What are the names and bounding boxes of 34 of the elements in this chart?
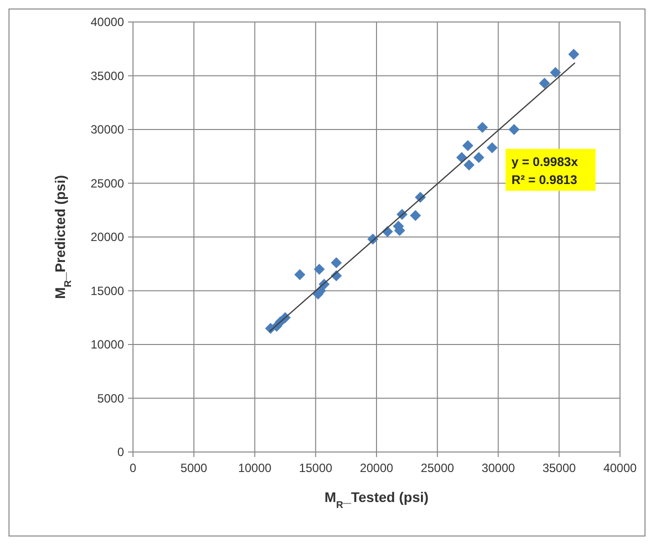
x-tick-label: 25000 [420, 461, 454, 475]
point [476, 122, 488, 133]
y-tick-label: 10000 [90, 338, 124, 352]
x-tick-label: 0 [130, 461, 137, 475]
point [568, 48, 580, 60]
point [508, 124, 520, 135]
x-tick-label: 15000 [298, 461, 333, 475]
point [330, 257, 342, 268]
x-tick-label: 40000 [603, 461, 638, 475]
point [462, 140, 474, 152]
point [486, 142, 498, 154]
x-tick-label: 30000 [482, 461, 516, 475]
x-tick-label: 35000 [542, 461, 576, 475]
x-axis-title: M$_{R}$_Tested (psi) [324, 489, 429, 510]
point [314, 264, 325, 275]
point [294, 269, 306, 280]
y-tick-label: 5000 [97, 391, 124, 406]
x-tick-label: 10000 [238, 461, 272, 475]
y-tick-label: 15000 [90, 284, 124, 298]
point [410, 210, 421, 221]
annotation: y = 0.9983x [512, 154, 578, 169]
y-tick-label: 20000 [90, 230, 124, 244]
x-tick-label: 20000 [360, 461, 394, 475]
point [473, 152, 484, 163]
point [550, 67, 561, 78]
annotation: R² = 0.9813 [512, 172, 578, 187]
x-tick-label: 5000 [180, 461, 208, 475]
point [464, 159, 475, 170]
y-tick-label: 35000 [90, 68, 124, 83]
y-tick-label: 30000 [90, 122, 124, 136]
y-tick-label: 25000 [90, 176, 124, 190]
y-tick-label: 40000 [90, 15, 124, 29]
y-tick-label: 0 [117, 445, 124, 459]
point [539, 78, 550, 89]
